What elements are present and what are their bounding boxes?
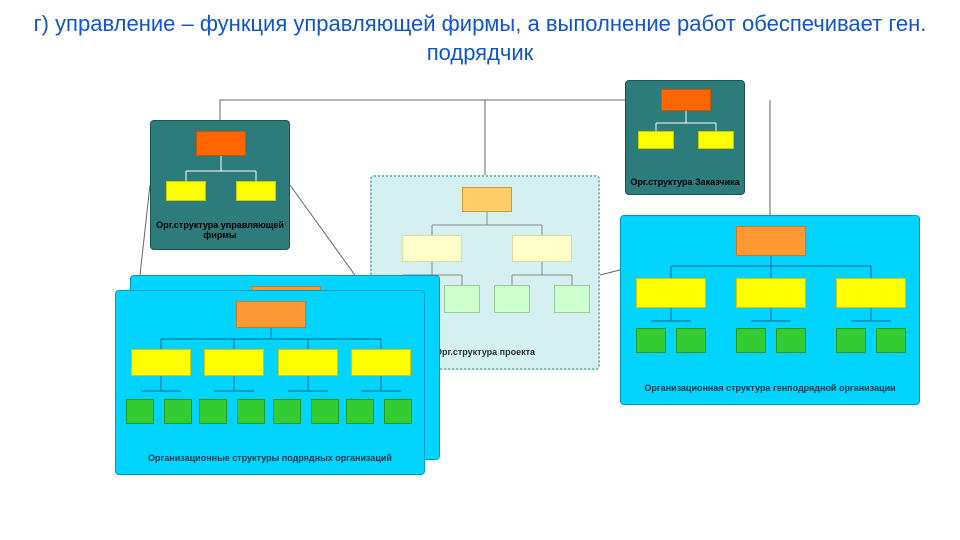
- box-yellow: [131, 349, 191, 376]
- box-yellow-pale: [402, 235, 462, 262]
- box-green: [636, 328, 666, 353]
- page-title: г) управление – функция управляющей фирм…: [0, 0, 960, 72]
- box-yellow: [836, 278, 906, 308]
- panel-gencontractor: Организационная структура генподрядной о…: [620, 215, 920, 405]
- box-yellow: [736, 278, 806, 308]
- box-green: [346, 399, 374, 424]
- box-orange: [661, 89, 711, 111]
- box-yellow: [204, 349, 264, 376]
- box-yellow-pale: [512, 235, 572, 262]
- box-green: [776, 328, 806, 353]
- panel-managing-firm: Орг.структура управляющей фирмы: [150, 120, 290, 250]
- box-orange-light: [236, 301, 306, 328]
- box-orange-pale: [462, 187, 512, 212]
- box-orange: [196, 131, 246, 156]
- box-green: [199, 399, 227, 424]
- box-green: [736, 328, 766, 353]
- panel-label: Организационные структуры подрядных орга…: [116, 454, 424, 464]
- box-green: [876, 328, 906, 353]
- box-green: [164, 399, 192, 424]
- box-green-pale: [554, 285, 590, 313]
- box-yellow: [636, 278, 706, 308]
- panel-label: Орг.структура управляющей фирмы: [151, 221, 289, 241]
- box-yellow: [698, 131, 734, 149]
- box-green: [273, 399, 301, 424]
- panel-customer: Орг.структура Заказчика: [625, 80, 745, 195]
- box-yellow: [351, 349, 411, 376]
- panel-label: Орг.структура Заказчика: [626, 178, 744, 188]
- box-green: [836, 328, 866, 353]
- box-yellow: [166, 181, 206, 201]
- box-green-pale: [494, 285, 530, 313]
- box-green: [384, 399, 412, 424]
- box-green: [676, 328, 706, 353]
- box-orange-light: [736, 226, 806, 256]
- box-green: [237, 399, 265, 424]
- box-green-pale: [444, 285, 480, 313]
- box-green: [126, 399, 154, 424]
- box-yellow: [236, 181, 276, 201]
- box-yellow: [638, 131, 674, 149]
- box-yellow: [278, 349, 338, 376]
- panel-label: Организационная структура генподрядной о…: [621, 384, 919, 394]
- box-green: [311, 399, 339, 424]
- panel-contractor-front: Организационные структуры подрядных орга…: [115, 290, 425, 475]
